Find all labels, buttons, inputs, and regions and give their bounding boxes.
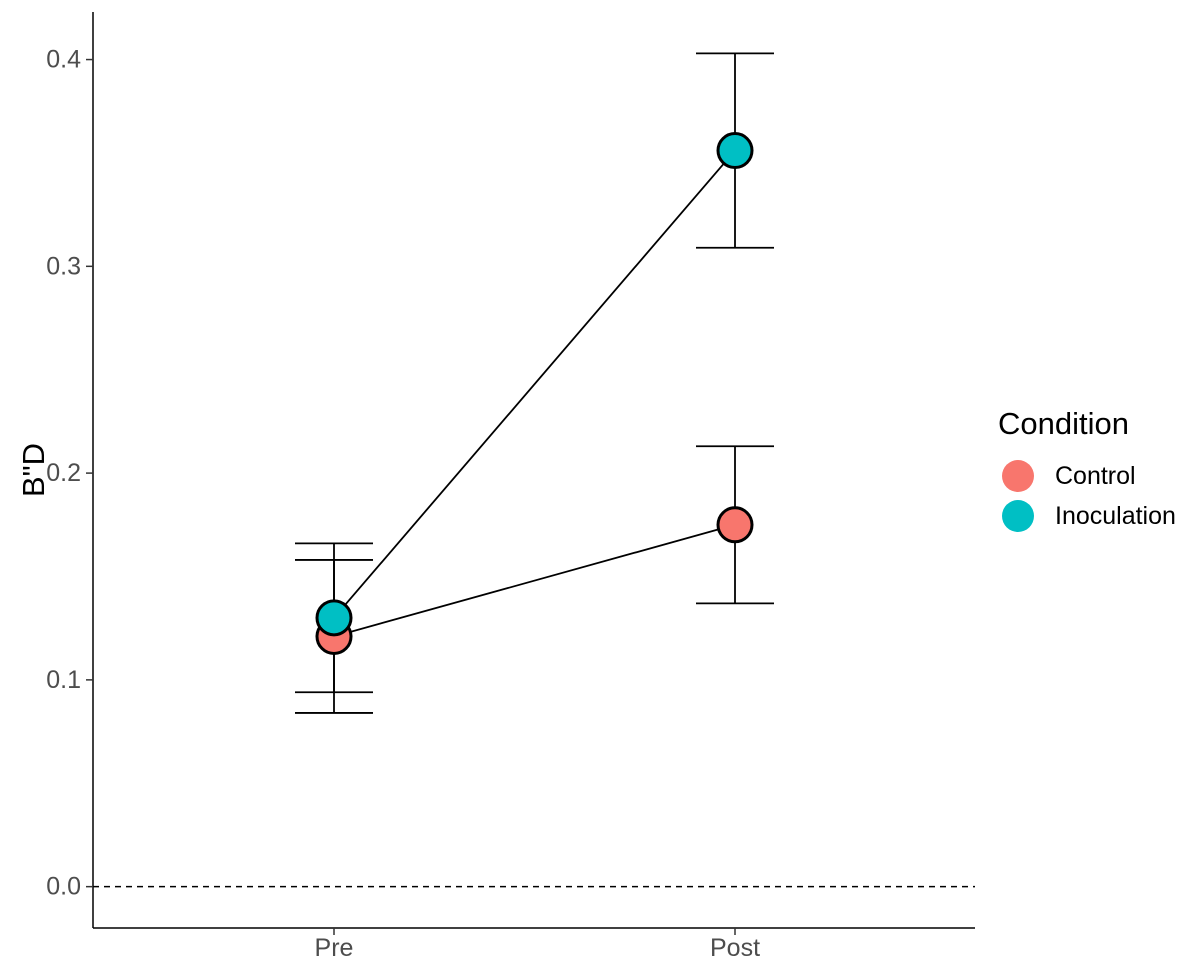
point-inoculation-pre xyxy=(315,599,353,637)
axes: 0.0 0.1 0.2 0.3 0.4 Pre Post B"D xyxy=(16,12,975,962)
y-tick-label: 0.4 xyxy=(46,46,81,74)
point-inoculation-post xyxy=(716,132,754,170)
legend-label-inoculation: Inoculation xyxy=(1055,502,1176,530)
legend-label-control: Control xyxy=(1055,462,1136,490)
x-tick-label: Pre xyxy=(315,934,354,962)
y-tick-label: 0.2 xyxy=(46,459,81,487)
y-tick-label: 0.0 xyxy=(46,873,81,901)
y-axis-title: B"D xyxy=(16,443,51,497)
series-line-control xyxy=(333,523,736,638)
legend: Condition Control Inoculation xyxy=(998,406,1176,532)
plot-area xyxy=(93,52,975,888)
x-ticks: Pre Post xyxy=(315,928,760,962)
legend-entries: Control Inoculation xyxy=(1002,460,1176,532)
y-tick-label: 0.1 xyxy=(46,666,81,694)
point-control-post xyxy=(716,506,754,544)
y-ticks: 0.0 0.1 0.2 0.3 0.4 xyxy=(46,46,93,901)
legend-key-inoculation xyxy=(1002,500,1034,532)
y-tick-label: 0.3 xyxy=(46,252,81,280)
x-tick-label: Post xyxy=(710,934,760,962)
legend-key-control xyxy=(1002,460,1034,492)
legend-title: Condition xyxy=(998,406,1129,441)
series-line-inoculation xyxy=(333,149,736,619)
